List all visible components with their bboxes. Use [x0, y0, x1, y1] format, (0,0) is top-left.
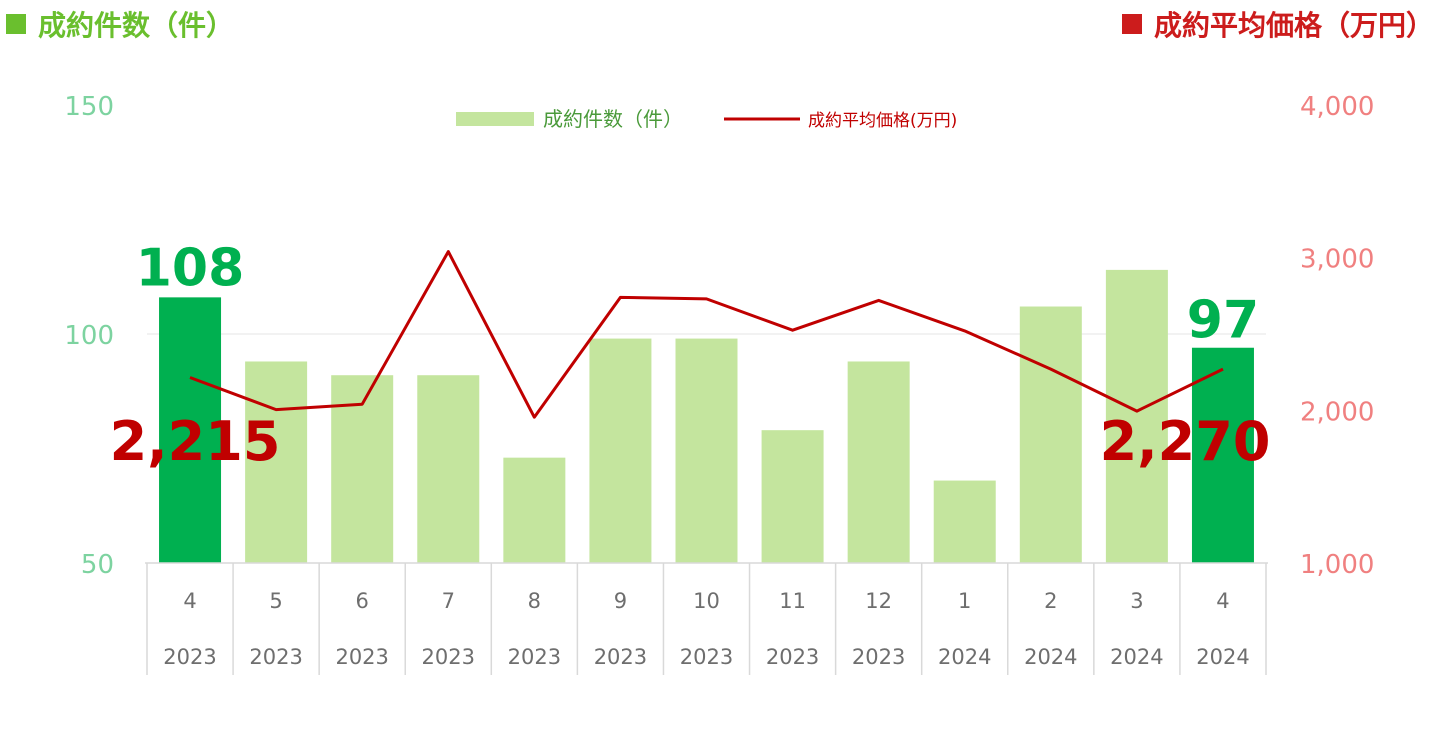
bar-9 [933, 480, 996, 563]
x-tick-month-12: 4 [1216, 589, 1229, 613]
bar-3 [417, 375, 480, 563]
x-tick-year-12: 2024 [1196, 645, 1249, 669]
bar-5 [589, 338, 652, 563]
x-tick-year-2: 2023 [335, 645, 388, 669]
x-tick-month-5: 9 [614, 589, 627, 613]
bar-6 [675, 338, 738, 563]
y-left-tick-150: 150 [64, 92, 114, 122]
legend-bar-label: 成約件数（件） [543, 107, 683, 131]
bar-0 [159, 297, 222, 563]
bar-11 [1105, 269, 1168, 563]
bar-4 [503, 457, 566, 563]
x-tick-month-4: 8 [528, 589, 541, 613]
y-left-tick-50: 50 [81, 550, 114, 580]
x-tick-year-9: 2024 [938, 645, 991, 669]
x-tick-year-11: 2024 [1110, 645, 1163, 669]
left-chart-title: 成約件数（件） [6, 4, 234, 44]
green-square-icon [6, 14, 26, 34]
bar-12 [1191, 347, 1254, 563]
bar-8 [847, 361, 910, 563]
x-tick-month-7: 11 [779, 589, 806, 613]
x-tick-year-0: 2023 [163, 645, 216, 669]
x-tick-month-9: 1 [958, 589, 971, 613]
last-count-label: 97 [1187, 291, 1259, 351]
legend: 成約件数（件） 成約平均価格(万円) [456, 107, 957, 131]
axes: 4 2023 5 2023 6 2023 7 2023 8 2023 9 2023 10 2023 11 20… [64, 92, 1374, 675]
red-square-icon [1121, 14, 1142, 34]
x-tick-year-3: 2023 [422, 645, 475, 669]
first-count-label: 108 [136, 238, 245, 298]
bar-series [159, 269, 1254, 563]
x-tick-year-5: 2023 [594, 645, 647, 669]
x-tick-month-0: 4 [183, 589, 196, 613]
x-tick-year-6: 2023 [680, 645, 733, 669]
x-tick-month-2: 6 [356, 589, 369, 613]
x-tick-year-1: 2023 [249, 645, 302, 669]
right-chart-title: 成約平均価格（万円） [1121, 4, 1434, 44]
price-line [189, 250, 1224, 419]
first-price-label: 2,215 [110, 410, 281, 473]
x-tick-year-8: 2023 [852, 645, 905, 669]
x-tick-year-7: 2023 [766, 645, 819, 669]
y-right-tick-1,000: 1,000 [1300, 550, 1374, 580]
x-tick-month-1: 5 [269, 589, 282, 613]
x-tick-month-8: 12 [865, 589, 892, 613]
x-tick-month-11: 3 [1130, 589, 1143, 613]
left-title-text: 成約件数（件） [38, 9, 235, 42]
x-tick-year-10: 2024 [1024, 645, 1077, 669]
right-title-text: 成約平均価格（万円） [1153, 9, 1434, 42]
y-right-tick-4,000: 4,000 [1300, 92, 1374, 122]
x-tick-month-10: 2 [1044, 589, 1057, 613]
y-left-tick-100: 100 [64, 321, 114, 351]
x-tick-month-6: 10 [693, 589, 720, 613]
y-right-tick-3,000: 3,000 [1300, 245, 1374, 275]
y-right-tick-2,000: 2,000 [1300, 397, 1374, 427]
bar-10 [1019, 306, 1082, 563]
x-tick-month-3: 7 [442, 589, 455, 613]
legend-line-label: 成約平均価格(万円) [808, 111, 957, 131]
x-tick-year-4: 2023 [508, 645, 561, 669]
bar-1 [245, 361, 308, 563]
line-series [189, 250, 1224, 419]
last-price-label: 2,270 [1100, 410, 1271, 473]
annotations: 108 97 2,215 2,270 [110, 238, 1271, 473]
bar-7 [761, 430, 824, 563]
legend-bar-swatch [456, 112, 534, 126]
